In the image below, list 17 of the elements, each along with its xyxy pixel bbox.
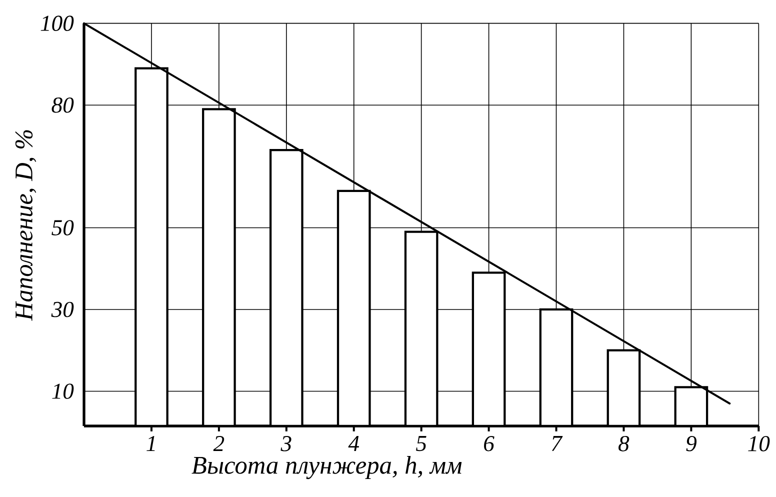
- y-tick-label: 50: [52, 220, 74, 236]
- y-tick-label: 100: [40, 16, 74, 31]
- x-tick-label: 10: [748, 436, 770, 452]
- x-tick-label: 8: [618, 436, 630, 452]
- x-tick-label: 6: [484, 436, 494, 452]
- x-tick-label: 7: [552, 436, 563, 451]
- x-tick-label: 9: [686, 436, 697, 452]
- x-tick-label: 5: [416, 436, 426, 452]
- y-axis-title: Наполнение, D, %: [15, 130, 36, 321]
- x-tick-label: 1: [146, 436, 155, 451]
- x-tick-label: 3: [280, 436, 292, 452]
- y-tick-label: 30: [51, 302, 74, 318]
- x-tick-label: 4: [348, 436, 360, 451]
- x-axis-title: Высота плунжера, h, мм: [192, 456, 462, 480]
- y-tick-label: 10: [52, 384, 74, 399]
- y-tick-label: 80: [52, 97, 74, 113]
- x-tick-label: 2: [213, 436, 224, 452]
